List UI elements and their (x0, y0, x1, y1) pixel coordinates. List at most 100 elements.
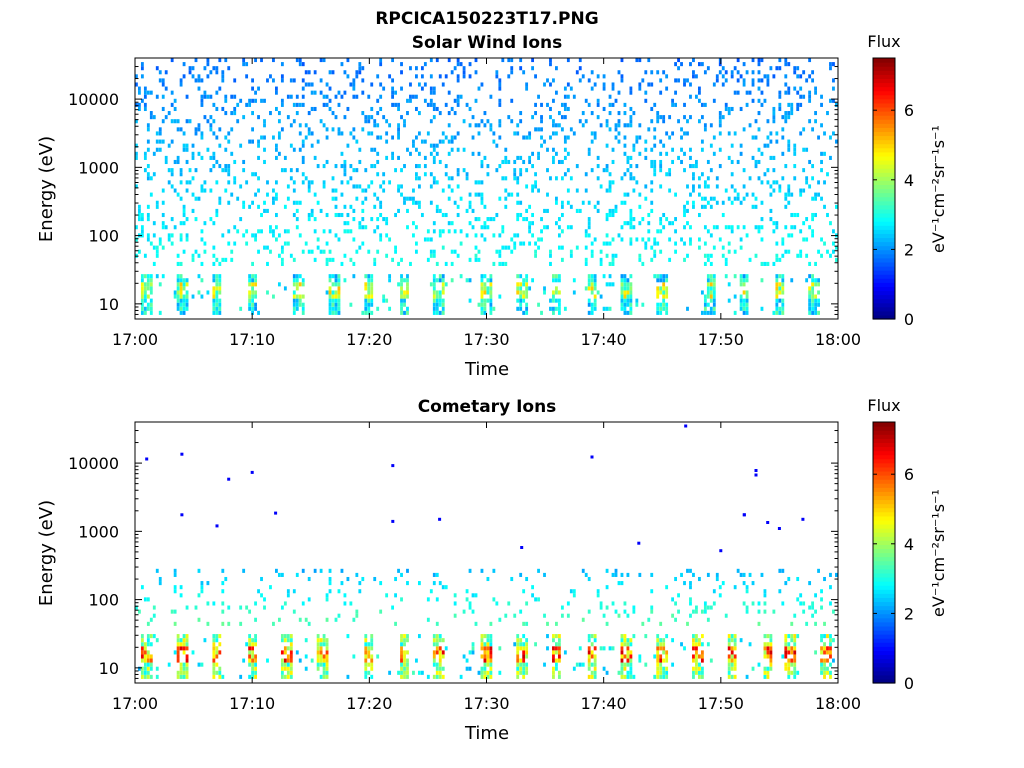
heatmap-cell (635, 164, 639, 169)
heatmap-cell (400, 192, 403, 197)
heatmap-cell (557, 278, 561, 283)
heatmap-cell (400, 70, 403, 75)
heatmap-cell (337, 310, 341, 315)
heatmap-point (391, 519, 395, 523)
heatmap-cell (179, 302, 183, 307)
heatmap-cell (650, 605, 654, 610)
colorbar-segment (873, 237, 895, 243)
heatmap-cell (334, 290, 338, 295)
heatmap-cell (376, 249, 380, 254)
heatmap-cell (712, 135, 716, 140)
heatmap-cell (316, 237, 320, 242)
heatmap-cell (706, 642, 710, 647)
heatmap-cell (590, 662, 594, 667)
heatmap-cell (283, 204, 287, 209)
heatmap-cell (590, 278, 594, 283)
heatmap-cell (709, 298, 713, 303)
heatmap-cell (257, 310, 260, 315)
heatmap-cell (373, 192, 377, 197)
heatmap-cell (560, 212, 564, 218)
heatmap-cell (665, 654, 669, 659)
heatmap-cell (778, 282, 782, 287)
heatmap-cell (662, 212, 666, 218)
heatmap-cell (632, 634, 636, 639)
heatmap-cell (400, 168, 403, 173)
heatmap-cell (557, 646, 561, 651)
heatmap-cell (730, 200, 734, 205)
cometary-ylabel: Energy (eV) (36, 500, 57, 606)
heatmap-cell (230, 151, 234, 156)
heatmap-cell (525, 294, 529, 299)
heatmap-cell (662, 638, 666, 643)
colorbar-tick-label: 0 (904, 674, 914, 693)
heatmap-cell (266, 78, 269, 83)
heatmap-cell (492, 306, 496, 311)
heatmap-cell (412, 200, 415, 205)
heatmap-cell (733, 196, 737, 201)
heatmap-cell (322, 658, 326, 663)
heatmap-cell (772, 221, 776, 226)
heatmap-cell (712, 298, 716, 303)
heatmap-cell (826, 212, 829, 218)
heatmap-cell (796, 597, 800, 602)
heatmap-cell (611, 159, 615, 165)
heatmap-cell (158, 241, 162, 246)
heatmap-cell (498, 82, 502, 87)
heatmap-cell (295, 282, 299, 287)
heatmap-cell (495, 74, 499, 79)
heatmap-cell (301, 62, 305, 67)
heatmap-cell (477, 192, 481, 197)
heatmap-cell (260, 593, 263, 598)
heatmap-cell (227, 200, 231, 205)
heatmap-cell (638, 86, 642, 91)
heatmap-cell (763, 646, 767, 651)
heatmap-cell (444, 102, 448, 107)
heatmap-cell (596, 98, 600, 103)
heatmap-cell (292, 102, 296, 107)
heatmap-cell (254, 634, 257, 639)
colorbar-segment (873, 74, 895, 79)
heatmap-cell (254, 658, 257, 663)
heatmap-cell (504, 196, 508, 201)
heatmap-cell (170, 90, 174, 95)
heatmap-cell (614, 572, 618, 577)
heatmap-cell (292, 298, 296, 303)
heatmap-cell (298, 617, 302, 622)
heatmap-cell (352, 217, 356, 222)
heatmap-cell (745, 192, 749, 197)
heatmap-cell (778, 290, 782, 295)
heatmap-cell (489, 290, 493, 295)
heatmap-cell (161, 212, 165, 218)
cometary-axes: 17:00 17:10 17:20 17:30 17:40 17:50 18:0010100… (68, 421, 861, 713)
heatmap-cell (835, 139, 838, 144)
heatmap-cell (811, 302, 815, 307)
heatmap-cell (224, 576, 228, 582)
heatmap-cell (179, 172, 183, 177)
heatmap-cell (176, 290, 180, 295)
heatmap-cell (519, 298, 523, 303)
heatmap-cell (650, 147, 654, 152)
heatmap-cell (295, 572, 299, 577)
heatmap-cell (525, 662, 529, 667)
colorbar-segment (873, 176, 895, 181)
heatmap-cell (483, 298, 487, 303)
heatmap-cell (435, 143, 439, 148)
heatmap-cell (364, 634, 368, 639)
heatmap-cell (251, 127, 254, 132)
heatmap-cell (480, 634, 484, 639)
heatmap-cell (546, 102, 549, 107)
heatmap-cell (370, 298, 374, 303)
heatmap-cell (358, 581, 362, 586)
heatmap-cell (367, 278, 371, 283)
heatmap-cell (432, 650, 436, 655)
heatmap-cell (441, 674, 445, 679)
heatmap-cell (397, 261, 400, 266)
heatmap-cell (730, 634, 734, 639)
heatmap-cell (614, 204, 618, 209)
heatmap-cell (415, 135, 418, 140)
heatmap-cell (429, 249, 433, 254)
heatmap-cell (730, 662, 734, 667)
heatmap-cell (185, 290, 189, 295)
heatmap-cell (513, 159, 517, 165)
heatmap-cell (233, 78, 237, 83)
